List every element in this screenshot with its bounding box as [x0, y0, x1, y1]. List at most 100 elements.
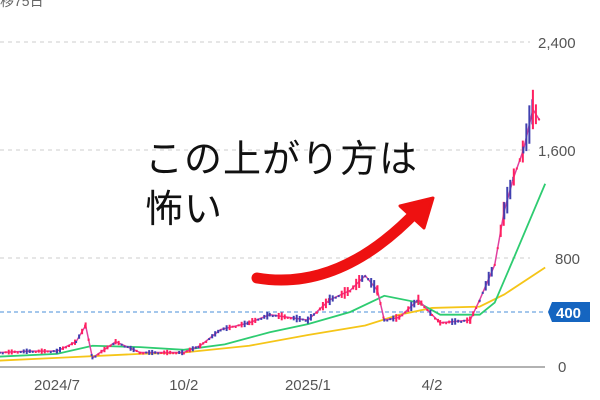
series-line	[0, 266, 546, 362]
candle	[518, 158, 521, 162]
candle	[531, 89, 534, 130]
candle	[283, 314, 286, 320]
candle	[40, 348, 43, 354]
candle	[355, 278, 358, 291]
candle	[135, 349, 138, 353]
candle	[16, 351, 19, 354]
candle	[197, 346, 200, 349]
candle	[420, 300, 423, 306]
candle	[106, 345, 109, 350]
annotation-line-2: 怖い	[145, 187, 224, 231]
candle	[28, 349, 31, 353]
candle	[416, 299, 419, 302]
candle	[231, 325, 234, 328]
candle	[126, 345, 129, 349]
candle	[194, 346, 197, 349]
candle	[46, 350, 49, 353]
candle	[298, 316, 301, 322]
candle	[175, 352, 178, 355]
candle	[214, 331, 217, 337]
candle	[123, 345, 126, 348]
candle	[398, 315, 401, 320]
candle	[321, 302, 324, 311]
candle	[148, 350, 151, 355]
candle	[225, 325, 228, 332]
candle	[91, 356, 94, 360]
candle	[87, 338, 90, 341]
candle	[199, 343, 202, 349]
candle	[445, 322, 448, 325]
candle	[37, 349, 40, 353]
candle	[382, 316, 385, 319]
candle	[19, 351, 22, 354]
candle	[97, 353, 100, 356]
annotation-line-1: この上がり方は	[145, 137, 419, 181]
candle	[484, 281, 487, 291]
candle	[277, 312, 280, 320]
candle	[266, 311, 269, 320]
candle	[43, 348, 46, 354]
candle	[208, 338, 211, 341]
candle	[454, 318, 457, 325]
candle	[451, 318, 454, 325]
candle	[383, 318, 386, 322]
candle	[407, 306, 410, 312]
candle	[423, 306, 426, 309]
candle	[522, 146, 525, 154]
candle	[182, 352, 185, 355]
candle	[343, 287, 346, 299]
candle	[160, 352, 163, 355]
candle	[472, 311, 475, 317]
candle	[251, 318, 254, 326]
candle	[340, 290, 343, 298]
candle	[237, 324, 240, 327]
candle	[509, 179, 512, 200]
candle	[94, 355, 97, 358]
candle	[84, 322, 87, 329]
candle	[434, 317, 436, 320]
candle	[346, 287, 349, 296]
series-line	[0, 183, 547, 358]
candle	[151, 349, 154, 356]
annotation-arrow	[251, 204, 424, 286]
candle	[114, 339, 117, 345]
candle	[367, 278, 370, 281]
candle	[202, 342, 205, 345]
x-tick-label: 2024/7	[34, 377, 80, 394]
candle	[74, 339, 76, 345]
candle	[469, 316, 472, 324]
candle	[49, 351, 52, 354]
candle	[240, 321, 243, 328]
candle	[460, 320, 463, 323]
annotation-arrowhead	[398, 196, 435, 230]
candle	[429, 310, 432, 316]
candle	[448, 320, 451, 324]
candle	[534, 104, 537, 125]
candle	[246, 321, 249, 325]
candle	[222, 327, 225, 331]
candle	[22, 349, 25, 354]
candle	[318, 307, 321, 311]
candle	[90, 353, 93, 356]
candle	[361, 275, 364, 282]
candle	[191, 346, 194, 352]
candle	[331, 295, 334, 302]
candle	[75, 341, 78, 344]
candle	[59, 346, 61, 353]
x-tick-label: 2025/1	[285, 377, 331, 394]
y-tick-label: 1,600	[538, 143, 576, 160]
candle	[169, 350, 172, 355]
candle	[439, 320, 442, 326]
candle	[10, 349, 13, 355]
candle	[34, 350, 37, 353]
candle	[379, 301, 382, 306]
candle	[306, 316, 309, 324]
candle	[413, 299, 416, 308]
candle	[349, 290, 352, 293]
price-badge-label: 400	[556, 305, 581, 322]
candle	[315, 311, 318, 314]
candle	[490, 266, 493, 277]
candle	[185, 350, 188, 353]
candle	[481, 291, 484, 294]
x-tick-label: 10/2	[169, 377, 198, 394]
